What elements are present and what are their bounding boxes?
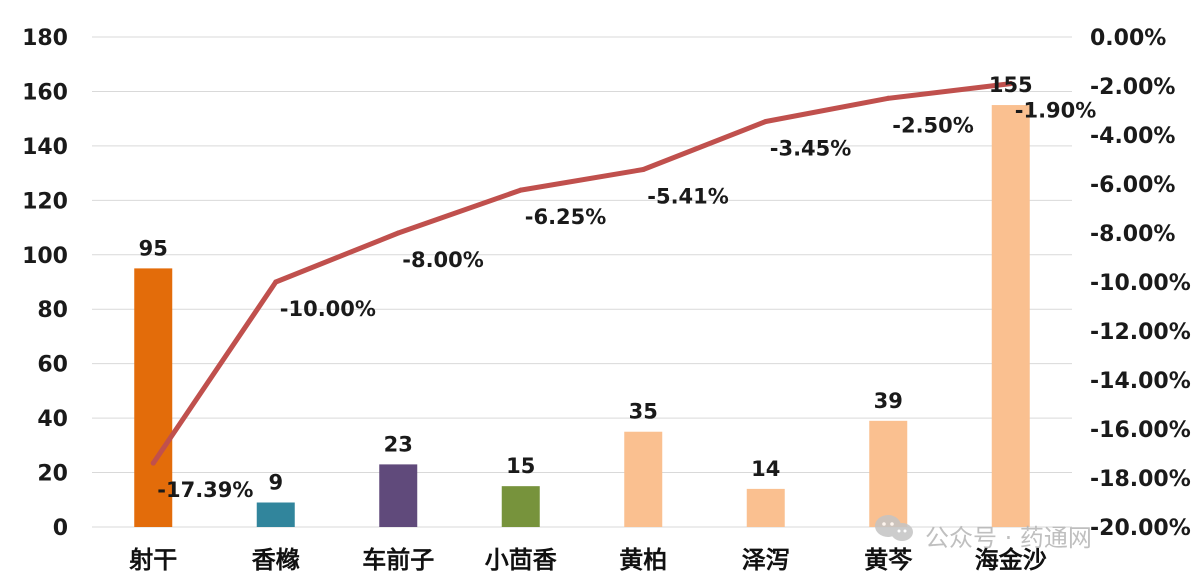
bar-value-label: 23 — [384, 432, 413, 456]
wechat-icon — [875, 515, 913, 541]
left-axis: 0 20 40 60 80 100 120 140 160 180 — [22, 26, 68, 541]
line-value-label: -3.45% — [770, 137, 852, 161]
trend-line — [150, 81, 1014, 466]
right-tick-label: -16.00% — [1090, 418, 1191, 443]
line-point — [273, 279, 279, 285]
gridlines — [92, 36, 1072, 528]
category-label: 射干 — [128, 546, 177, 574]
line-point — [518, 187, 524, 193]
line-value-label: -8.00% — [402, 248, 484, 272]
right-tick-label: -8.00% — [1090, 222, 1175, 247]
left-tick-label: 20 — [37, 462, 68, 487]
category-label: 小茴香 — [485, 546, 558, 574]
left-tick-label: 160 — [22, 80, 68, 105]
right-tick-label: -10.00% — [1090, 271, 1191, 296]
line-value-label: -1.90% — [1015, 99, 1097, 123]
bar — [991, 105, 1030, 528]
bar-value-label: 39 — [874, 389, 903, 413]
bar — [379, 464, 418, 527]
category-label: 海金沙 — [975, 546, 1047, 574]
line-point — [1008, 81, 1014, 87]
category-label: 黄芩 — [864, 546, 913, 574]
bar — [256, 502, 295, 527]
watermark-text: 公众号 · 药通网 — [925, 524, 1092, 552]
left-tick-label: 180 — [22, 26, 68, 51]
bar-value-label: 155 — [989, 73, 1033, 97]
right-tick-label: -12.00% — [1090, 320, 1191, 345]
category-label: 车前子 — [362, 546, 434, 574]
line-value-label: -6.25% — [525, 205, 607, 229]
left-tick-label: 100 — [22, 244, 68, 269]
category-label: 泽泻 — [742, 546, 790, 574]
trend-line-group — [150, 81, 1014, 466]
category-axis: 射干 香橼 车前子 小茴香 黄柏 泽泻 黄芩 海金沙 — [128, 546, 1047, 574]
bar — [624, 431, 663, 527]
left-tick-label: 0 — [53, 516, 68, 541]
bar-value-label: 95 — [139, 236, 168, 260]
right-tick-label: 0.00% — [1090, 26, 1166, 51]
watermark: 公众号 · 药通网 — [875, 515, 1092, 552]
bar-value-label: 14 — [751, 457, 780, 481]
right-tick-label: -4.00% — [1090, 124, 1175, 149]
line-value-label: -17.39% — [157, 478, 253, 502]
line-value-label: -10.00% — [280, 297, 376, 321]
line-point — [150, 460, 156, 466]
bar-value-labels: 95 9 23 15 35 14 39 155 — [139, 73, 1033, 494]
right-tick-label: -2.00% — [1090, 75, 1175, 100]
bar-value-label: 15 — [506, 454, 535, 478]
line-value-labels: -17.39% -10.00% -8.00% -6.25% -5.41% -3.45% -2… — [157, 99, 1096, 503]
category-label: 黄柏 — [619, 546, 667, 574]
bar — [134, 268, 173, 527]
line-point — [763, 119, 769, 125]
line-point — [885, 95, 891, 101]
line-point — [640, 167, 646, 173]
bar-value-label: 35 — [629, 400, 658, 424]
bars — [134, 105, 1030, 528]
right-axis: -20.00% -18.00% -16.00% -14.00% -12.00% -10.0… — [1090, 26, 1191, 541]
bar — [501, 486, 540, 527]
right-tick-label: -14.00% — [1090, 369, 1191, 394]
right-tick-label: -18.00% — [1090, 467, 1191, 492]
left-tick-label: 120 — [22, 189, 68, 214]
left-tick-label: 40 — [37, 407, 68, 432]
line-value-label: -5.41% — [647, 185, 729, 209]
bar — [746, 488, 785, 527]
left-tick-label: 140 — [22, 135, 68, 160]
line-value-label: -2.50% — [892, 113, 974, 137]
line-point — [395, 230, 401, 236]
left-tick-label: 60 — [37, 353, 68, 378]
bar — [869, 420, 908, 527]
right-tick-label: -20.00% — [1090, 516, 1191, 541]
right-tick-label: -6.00% — [1090, 173, 1175, 198]
left-tick-label: 80 — [37, 298, 68, 323]
category-label: 香橼 — [252, 546, 300, 574]
bar-value-label: 9 — [268, 471, 283, 495]
